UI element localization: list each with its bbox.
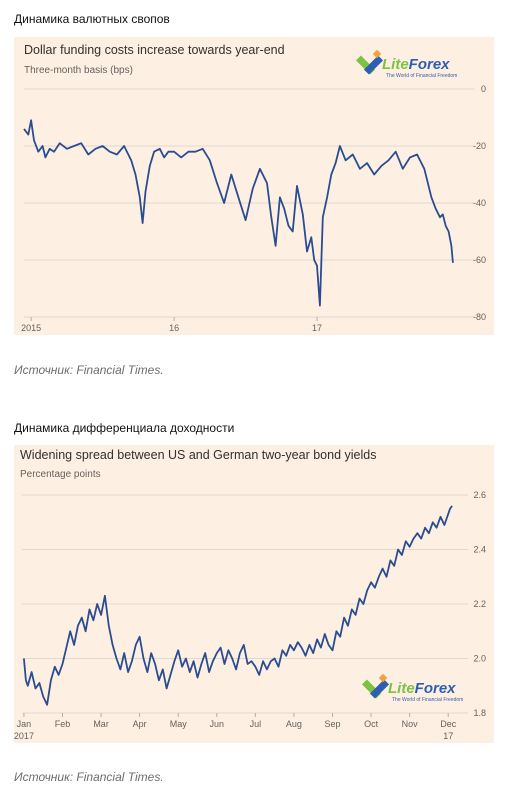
chart-panel-dollar-funding: Dollar funding costs increase towards ye… bbox=[14, 37, 494, 335]
x-tick-label: Dec bbox=[440, 719, 457, 729]
y-tick-label: -20 bbox=[473, 141, 486, 151]
x-tick-label: 17 bbox=[312, 323, 322, 333]
y-tick-label: 1.8 bbox=[473, 708, 486, 718]
y-tick-label: -60 bbox=[473, 255, 486, 265]
x-tick-label: Nov bbox=[402, 719, 419, 729]
x-tick-label: 2015 bbox=[21, 323, 41, 333]
y-tick-label: -80 bbox=[473, 312, 486, 322]
x-tick-label: Oct bbox=[364, 719, 379, 729]
liteforex-logo-tagline: The World of Financial Freedom bbox=[392, 697, 463, 703]
section-heading-currency-swaps: Динамика валютных свопов bbox=[14, 12, 170, 26]
x-tick-label: Sep bbox=[324, 719, 340, 729]
x-tick-label: Apr bbox=[133, 719, 147, 729]
x-tick-label: Feb bbox=[55, 719, 71, 729]
liteforex-logo: LiteForex The World of Financial Freedom bbox=[361, 673, 463, 703]
chart-svg-dollar-funding: Dollar funding costs increase towards ye… bbox=[21, 43, 486, 333]
x-tick-label: Aug bbox=[286, 719, 302, 729]
x-tick-label: Jun bbox=[210, 719, 225, 729]
y-tick-label: 2.0 bbox=[473, 654, 486, 664]
source-caption-1: Источник: Financial Times. bbox=[14, 363, 164, 377]
x-tick-label: Jul bbox=[250, 719, 262, 729]
y-tick-label: 2.4 bbox=[473, 545, 486, 555]
x-tick-label: Jan bbox=[17, 719, 32, 729]
series-line-yield-spread bbox=[23, 505, 453, 706]
section-heading-yield-spread: Динамика дифференциала доходности bbox=[14, 421, 235, 435]
chart-panel-yield-spread: Widening spread between US and German tw… bbox=[14, 445, 494, 743]
liteforex-logo-wordmark: LiteForex bbox=[388, 680, 456, 697]
x-sub-label: 2017 bbox=[14, 731, 34, 741]
y-tick-label: 2.2 bbox=[473, 599, 486, 609]
y-tick-label: -40 bbox=[473, 198, 486, 208]
liteforex-logo: LiteForex The World of Financial Freedom bbox=[355, 49, 457, 79]
y-tick-label: 0 bbox=[481, 84, 486, 94]
chart-svg-yield-spread: Widening spread between US and German tw… bbox=[14, 448, 486, 741]
series-line-three-month-basis bbox=[23, 119, 454, 307]
chart-title: Dollar funding costs increase towards ye… bbox=[24, 43, 285, 57]
x-tick-label: 16 bbox=[169, 323, 179, 333]
source-caption-2: Источник: Financial Times. bbox=[14, 770, 164, 784]
chart-subtitle: Percentage points bbox=[20, 469, 101, 480]
x-tick-label: May bbox=[170, 719, 188, 729]
chart-subtitle: Three-month basis (bps) bbox=[24, 65, 133, 76]
liteforex-logo-mark bbox=[355, 49, 384, 75]
liteforex-logo-tagline: The World of Financial Freedom bbox=[386, 73, 457, 79]
y-tick-label: 2.6 bbox=[473, 490, 486, 500]
chart-title: Widening spread between US and German tw… bbox=[20, 448, 376, 462]
liteforex-logo-wordmark: LiteForex bbox=[382, 56, 450, 73]
liteforex-logo-mark bbox=[361, 673, 390, 699]
x-sub-label: 17 bbox=[443, 731, 453, 741]
x-tick-label: Mar bbox=[93, 719, 109, 729]
